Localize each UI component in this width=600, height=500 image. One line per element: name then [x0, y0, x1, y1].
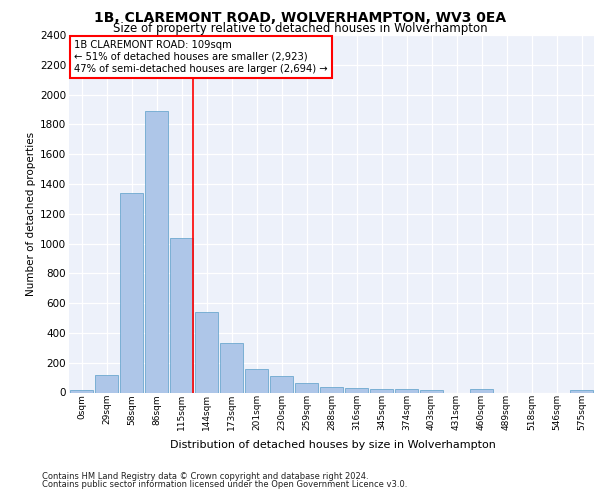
Bar: [320, 386, 343, 392]
Bar: [370, 389, 393, 392]
Bar: [70, 390, 93, 392]
Bar: [170, 238, 193, 392]
Bar: [195, 312, 218, 392]
Bar: [570, 390, 593, 392]
Text: Contains HM Land Registry data © Crown copyright and database right 2024.: Contains HM Land Registry data © Crown c…: [42, 472, 368, 481]
Text: Size of property relative to detached houses in Wolverhampton: Size of property relative to detached ho…: [113, 22, 487, 35]
Bar: [295, 383, 318, 392]
Bar: [270, 376, 293, 392]
Text: Contains public sector information licensed under the Open Government Licence v3: Contains public sector information licen…: [42, 480, 407, 489]
Bar: [420, 390, 443, 392]
Text: 1B, CLAREMONT ROAD, WOLVERHAMPTON, WV3 0EA: 1B, CLAREMONT ROAD, WOLVERHAMPTON, WV3 0…: [94, 11, 506, 25]
Bar: [395, 389, 418, 392]
Text: 1B CLAREMONT ROAD: 109sqm
← 51% of detached houses are smaller (2,923)
47% of se: 1B CLAREMONT ROAD: 109sqm ← 51% of detac…: [74, 40, 328, 74]
Bar: [245, 368, 268, 392]
Text: Distribution of detached houses by size in Wolverhampton: Distribution of detached houses by size …: [170, 440, 496, 450]
Y-axis label: Number of detached properties: Number of detached properties: [26, 132, 36, 296]
Bar: [145, 111, 168, 392]
Bar: [470, 389, 493, 392]
Bar: [95, 374, 118, 392]
Bar: [345, 388, 368, 392]
Bar: [220, 342, 243, 392]
Bar: [120, 193, 143, 392]
